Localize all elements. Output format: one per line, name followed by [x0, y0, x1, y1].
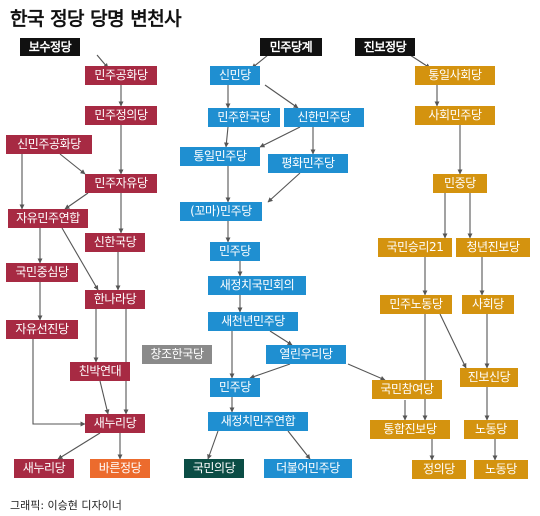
party-tongil-sahoe: 통일사회당: [415, 66, 495, 85]
edge-hdr-prog: [409, 54, 431, 69]
party-minju-hanguk: 민주한국당: [208, 108, 280, 127]
party-sinhan-minju: 신한민주당: [284, 108, 364, 127]
party-tongil-minju: 통일민주당: [180, 147, 260, 166]
edge-pyeonghwa-kkoma: [267, 172, 301, 203]
edge-saenuri-new: [57, 432, 101, 460]
party-changjo-hanguk: 창조한국당: [142, 345, 212, 364]
party-chinbak-yeondae: 친박연대: [70, 362, 130, 381]
party-bareun: 바른정당: [90, 459, 150, 478]
party-gukmin-party: 국민의당: [184, 459, 244, 478]
edge-yeonhap-gukmin: [207, 430, 219, 460]
edge-sinhan-tongil: [259, 126, 301, 148]
party-saecheonnyeon-minju: 새천년민주당: [208, 312, 298, 331]
party-jinbo-sin: 진보신당: [460, 368, 518, 387]
party-pyeonghwa-minju: 평화민주당: [268, 154, 348, 173]
edge-yeonhap-deobureo: [287, 430, 311, 460]
edge-sinmin-sinhan: [264, 84, 299, 109]
party-yeollin-uri: 열린우리당: [266, 345, 346, 364]
edge-uri-chamyeo: [347, 363, 386, 381]
party-gukmin-seungni: 국민승리21: [378, 238, 452, 257]
party-gukmin-chamyeo: 국민참여당: [372, 380, 442, 399]
party-minju-1: 민주당: [210, 242, 260, 261]
party-minjung: 민중당: [433, 174, 487, 193]
party-minju-jeongui: 민주정의당: [85, 106, 157, 125]
header-conservative: 보수정당: [20, 38, 80, 56]
party-minju-gonghwa: 민주공화당: [85, 66, 157, 85]
party-tonghap-jinbo: 통합진보당: [370, 420, 450, 439]
party-kkoma-minju: (꼬마)민주당: [180, 202, 262, 221]
party-jayu-minju-yeonhap: 자유민주연합: [8, 209, 88, 228]
graphic-credit: 그래픽: 이승현 디자이너: [10, 499, 122, 512]
header-progressive: 진보정당: [355, 38, 415, 56]
edge-hdr-cons: [96, 54, 109, 69]
edge-uri-minju2: [249, 363, 291, 379]
edge-seonjin-saenuri: [32, 339, 86, 427]
party-saenuri: 새누리당: [85, 414, 145, 433]
party-saejeongchi-gukmin: 새정치국민회의: [208, 276, 306, 295]
party-nodong-new: 노동당: [474, 460, 528, 479]
edge-chinbak-saenuri: [99, 380, 110, 415]
party-sahoe-minju: 사회민주당: [415, 106, 495, 125]
party-saenuri-new: 새누리당: [14, 459, 74, 478]
party-gukmin-jungsim: 국민중심당: [6, 263, 78, 282]
party-sahoe: 사회당: [462, 295, 514, 314]
party-saejeongchi-minju-yeonhap: 새정치민주연합: [208, 412, 308, 431]
party-minju-2: 민주당: [210, 378, 260, 397]
edge-jayu-yeonhap: [64, 192, 89, 210]
party-sinminju-gonghwa: 신민주공화당: [6, 135, 92, 154]
edge-hdr-dem: [251, 54, 269, 69]
party-minju-nodong: 민주노동당: [380, 295, 452, 314]
party-nodong: 노동당: [464, 420, 518, 439]
edge-saecheon-uri: [269, 330, 293, 346]
party-deobureo-minju: 더불어민주당: [264, 459, 352, 478]
edge-sinminju-jayu: [59, 153, 86, 175]
party-jayu-seonjin: 자유선진당: [6, 320, 78, 339]
edge-minjuhanguk-tongil: [223, 126, 229, 148]
party-sinhanguk: 신한국당: [85, 233, 145, 252]
party-hannara: 한나라당: [85, 290, 145, 309]
party-cheongnyeon-jinbo: 청년진보당: [456, 238, 530, 257]
party-sinmin: 신민당: [210, 66, 260, 85]
edge-nodong-jinbo: [439, 313, 467, 369]
edge-yeonhap-hannara: [61, 227, 99, 291]
party-jeongui: 정의당: [412, 460, 466, 479]
chart-title: 한국 정당 당명 변천사: [10, 8, 182, 30]
header-democratic: 민주당계: [260, 38, 322, 56]
party-minju-jayu: 민주자유당: [85, 174, 157, 193]
